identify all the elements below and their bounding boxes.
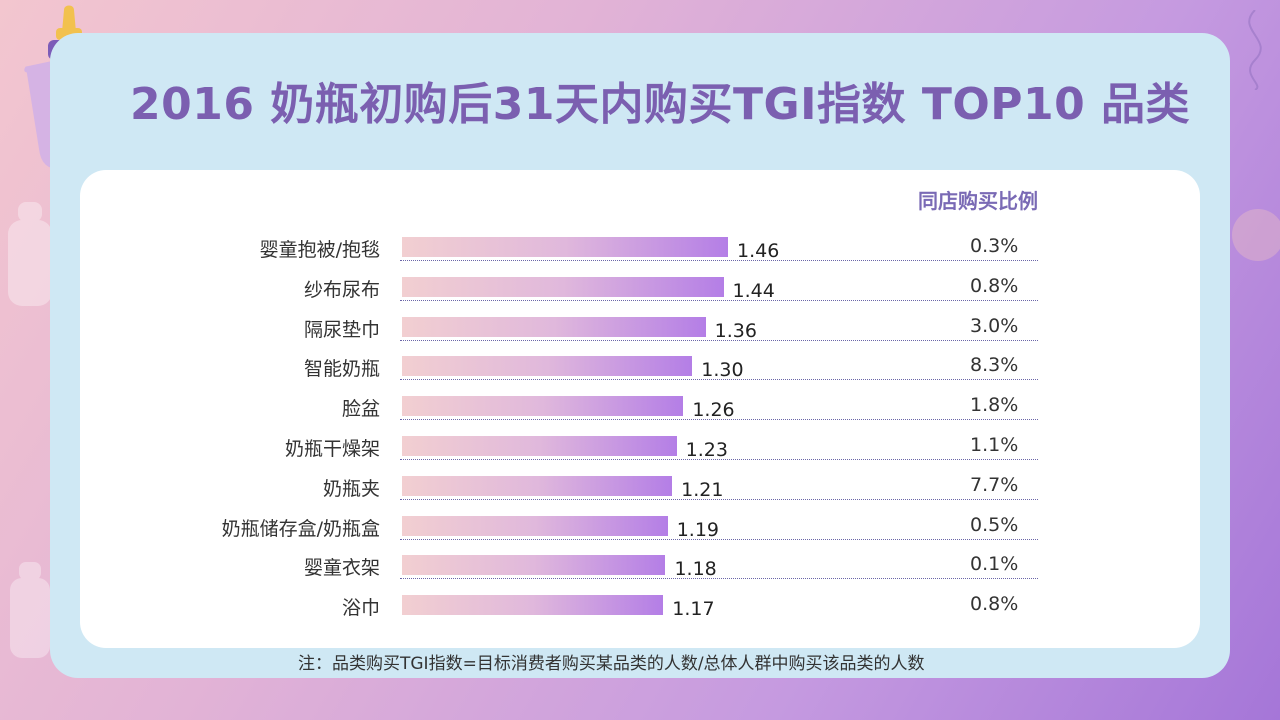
same-store-ratio-value: 1.1% [970, 434, 1019, 456]
tgi-bar [402, 475, 673, 496]
squiggle-decoration [1248, 10, 1262, 90]
row-divider [400, 578, 1038, 580]
category-label: 婴童抱被/抱毯 [259, 239, 380, 261]
tgi-bar [402, 276, 724, 297]
category-label: 奶瓶夹 [322, 477, 380, 500]
chart-row: 婴童衣架 1.18 0.1% [0, 553, 1280, 593]
category-label: 隔尿垫巾 [303, 318, 380, 341]
tgi-bar [402, 436, 677, 456]
chart-row: 纱布尿布 1.44 0.8% [0, 275, 1280, 315]
chart-row: 隔尿垫巾 1.36 3.0% [0, 315, 1280, 355]
category-label: 脸盆 [341, 398, 380, 421]
duck-decoration-right [1232, 209, 1280, 261]
row-divider [400, 419, 1038, 421]
tgi-value-label: 1.18 [674, 558, 717, 581]
chart-row: 奶瓶夹 1.21 7.7% [0, 474, 1280, 514]
row-divider [400, 339, 1038, 341]
tgi-value-label: 1.26 [692, 399, 735, 422]
tgi-value-label: 1.46 [737, 240, 780, 262]
tgi-value-label: 1.17 [672, 598, 715, 621]
chart-row: 智能奶瓶 1.30 8.3% [0, 354, 1280, 394]
same-store-ratio-value: 0.3% [970, 235, 1019, 257]
category-label: 奶瓶储存盒/奶瓶盒 [221, 517, 380, 540]
category-label: 智能奶瓶 [303, 358, 380, 381]
row-divider [400, 299, 1038, 301]
tgi-value-label: 1.23 [685, 439, 728, 461]
same-store-ratio-value: 1.8% [970, 394, 1019, 417]
category-label: 浴巾 [341, 597, 380, 620]
same-store-ratio-header: 同店购买比例 [918, 189, 1038, 213]
tgi-value-label: 1.36 [714, 319, 757, 342]
tgi-bar [402, 396, 684, 417]
same-store-ratio-value: 0.1% [970, 553, 1019, 576]
same-store-ratio-value: 8.3% [970, 354, 1019, 377]
row-divider [400, 538, 1038, 540]
row-divider [400, 498, 1038, 500]
tgi-bar [402, 316, 706, 337]
chart-row: 浴巾 1.17 0.8% [0, 593, 1280, 633]
same-store-ratio-value: 0.8% [970, 274, 1019, 297]
category-label: 奶瓶干燥架 [284, 438, 380, 460]
tgi-value-label: 1.44 [732, 279, 775, 302]
same-store-ratio-value: 3.0% [970, 314, 1019, 337]
row-divider [400, 379, 1038, 381]
tgi-bar [402, 595, 664, 616]
chart-row: 脸盆 1.26 1.8% [0, 394, 1280, 434]
same-store-ratio-value: 0.5% [970, 513, 1019, 536]
same-store-ratio-value: 0.8% [970, 593, 1019, 616]
bottle-decoration-bottom-left [10, 562, 50, 658]
chart-row: 婴童抱被/抱毯 1.46 0.3% [0, 235, 1280, 275]
tgi-bar [402, 356, 693, 377]
row-divider [400, 459, 1038, 460]
tgi-value-label: 1.19 [676, 518, 720, 541]
row-divider [400, 260, 1038, 261]
same-store-ratio-value: 7.7% [970, 473, 1019, 496]
tgi-value-label: 1.21 [681, 478, 724, 501]
page-title: 2016 奶瓶初购后31天内购买TGI指数 TOP10 品类 [130, 79, 1191, 130]
chart-row: 奶瓶储存盒/奶瓶盒 1.19 0.5% [0, 514, 1280, 554]
category-label: 纱布尿布 [303, 278, 380, 301]
tgi-value-label: 1.30 [701, 359, 744, 382]
category-label: 婴童衣架 [303, 557, 380, 580]
tgi-bar [402, 237, 728, 257]
tgi-bar [402, 555, 666, 576]
chart-row: 奶瓶干燥架 1.23 1.1% [0, 434, 1280, 474]
bottle-decoration-left [8, 202, 52, 306]
footnote: 注：品类购买TGI指数=目标消费者购买某品类的人数/总体人群中购买该品类的人数 [298, 654, 925, 674]
tgi-bar [402, 515, 668, 536]
